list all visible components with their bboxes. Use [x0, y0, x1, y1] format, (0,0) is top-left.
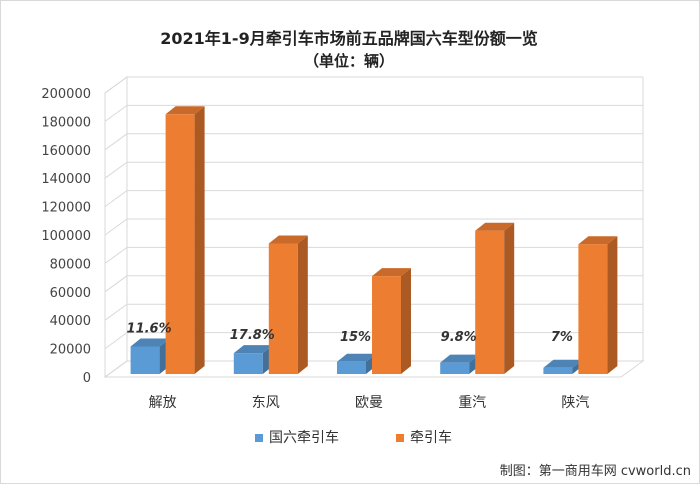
- bar-side-1-2: [401, 268, 411, 374]
- bar-0-2: [337, 353, 376, 374]
- x-tick-label-3: 重汽: [458, 395, 486, 411]
- chart-title: 2021年1-9月牵引车市场前五品牌国六车型份额一览: [160, 29, 537, 48]
- data-labels: 11.6% 17.8% 15% 9.8% 7%: [127, 321, 573, 345]
- gridline-5: [104, 218, 643, 236]
- data-label-3: 9.8%: [441, 330, 477, 345]
- y-tick-label-1: 20000: [50, 343, 91, 358]
- bar-front-0-2: [337, 361, 366, 374]
- y-tick-label-8: 160000: [41, 144, 91, 159]
- bar-0-4: [543, 359, 583, 374]
- gridline-6: [104, 190, 643, 208]
- bar-top-1-1: [268, 235, 308, 244]
- data-label-4: 7%: [551, 330, 573, 345]
- footer-credit: 制图：第一商用车网 cvworld.cn: [500, 463, 691, 479]
- bar-0-0: [130, 338, 170, 374]
- bar-front-1-3: [475, 230, 505, 374]
- bar-1-0: [165, 106, 205, 375]
- y-tick-label-4: 80000: [50, 257, 91, 272]
- bar-side-1-1: [297, 235, 308, 374]
- gridline-7: [104, 161, 643, 179]
- y-tick-label-0: 0: [83, 371, 91, 386]
- data-label-0: 11.6%: [127, 321, 172, 336]
- bar-1-3: [475, 222, 515, 374]
- x-tick-label-4: 陕汽: [561, 395, 589, 411]
- bar-top-0-4: [543, 359, 583, 368]
- bar-front-1-2: [372, 276, 401, 374]
- bar-top-0-2: [337, 353, 376, 362]
- bar-side-1-3: [504, 222, 515, 374]
- y-tick-label-7: 140000: [41, 172, 91, 187]
- data-label-2: 15%: [340, 330, 371, 345]
- gridline-3: [104, 275, 643, 293]
- bar-top-1-0: [165, 106, 205, 115]
- bar-0-3: [440, 354, 480, 374]
- y-axis-tick-labels: 0 20000 40000 60000 80000 100000 120000 140000 1…: [41, 87, 91, 386]
- legend: 国六牵引车 牵引车: [255, 429, 452, 446]
- bar-top-1-4: [578, 236, 618, 245]
- bar-top-1-3: [475, 222, 515, 231]
- bar-top-1-2: [372, 268, 411, 277]
- gridline-8: [104, 133, 643, 151]
- y-tick-label-6: 120000: [41, 201, 91, 216]
- gridline-4: [104, 246, 643, 264]
- x-tick-label-2: 欧曼: [355, 395, 383, 411]
- bar-top-0-0: [130, 338, 170, 347]
- bar-side-1-4: [607, 236, 618, 374]
- bar-1-2: [372, 268, 411, 374]
- bar-front-0-0: [130, 346, 160, 374]
- gridlines: [104, 76, 643, 378]
- bar-1-1: [268, 235, 308, 374]
- y-tick-label-2: 40000: [50, 314, 91, 329]
- legend-swatch-series-0: [255, 434, 263, 442]
- y-tick-label-9: 180000: [41, 115, 91, 130]
- bar-front-1-0: [165, 114, 195, 375]
- legend-swatch-series-1: [396, 434, 404, 442]
- y-tick-label-3: 60000: [50, 286, 91, 301]
- bar-top-0-3: [440, 354, 480, 363]
- gridline-9: [104, 104, 643, 122]
- x-tick-label-0: 解放: [149, 395, 177, 411]
- bar-side-1-0: [194, 106, 205, 375]
- bar-front-0-3: [440, 362, 470, 374]
- x-axis-tick-labels: 解放 东风 欧曼 重汽 陕汽: [149, 395, 590, 411]
- gridline-10: [104, 76, 643, 94]
- bar-front-0-4: [543, 367, 573, 374]
- bar-front-1-1: [268, 243, 298, 374]
- data-label-1: 17.8%: [230, 328, 275, 343]
- bar-front-0-1: [233, 353, 263, 374]
- bar-0-1: [233, 345, 273, 374]
- y-tick-label-10: 200000: [41, 87, 91, 102]
- gridline-2: [104, 303, 643, 321]
- bars: [130, 106, 618, 375]
- x-tick-label-1: 东风: [252, 395, 280, 411]
- chart-subtitle: （单位：辆）: [304, 52, 394, 70]
- bar-1-4: [578, 236, 618, 374]
- legend-label-series-1: 牵引车: [410, 429, 452, 446]
- gridline-1: [104, 332, 643, 350]
- bar-top-0-1: [233, 345, 273, 354]
- y-tick-label-5: 100000: [41, 229, 91, 244]
- bar-front-1-4: [578, 244, 608, 374]
- legend-label-series-0: 国六牵引车: [269, 429, 339, 446]
